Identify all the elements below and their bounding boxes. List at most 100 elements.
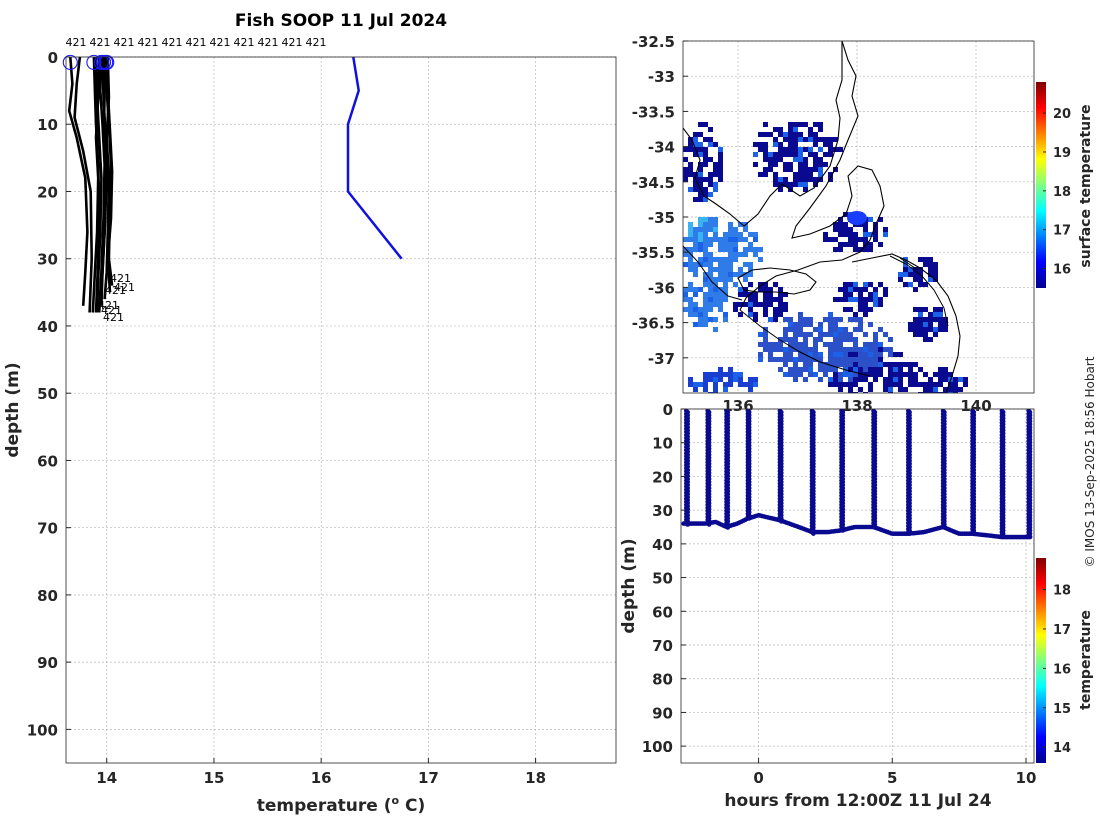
sst-cell — [778, 357, 783, 362]
sst-cell — [843, 347, 848, 352]
sst-cell — [818, 327, 823, 332]
section-ytick-label: 30 — [652, 502, 673, 520]
sst-cell — [938, 372, 943, 377]
sst-cell — [808, 177, 813, 182]
sst-cell — [738, 272, 743, 277]
sst-cell — [743, 247, 748, 252]
sst-cell — [813, 132, 818, 137]
sst-map: -32.5 -33 -33.5 -34 -34.5 -35 -35.5 -36 -36.5 -37… — [632, 33, 1094, 415]
sst-cell — [873, 237, 878, 242]
sst-cell — [908, 322, 913, 327]
sst-cell — [808, 347, 813, 352]
sst-cell — [798, 157, 803, 162]
sst-cell — [918, 367, 923, 372]
sst-cell — [788, 352, 793, 357]
sst-cell — [813, 352, 818, 357]
sst-cell — [783, 162, 788, 167]
sst-cell — [803, 147, 808, 152]
sst-cell — [778, 157, 783, 162]
sst-cell — [683, 237, 688, 242]
sst-cell — [728, 247, 733, 252]
sst-cell — [808, 127, 813, 132]
sst-cell — [728, 272, 733, 277]
sst-cell — [738, 222, 743, 227]
sst-cell — [788, 357, 793, 362]
sst-cell — [718, 242, 723, 247]
sst-cell — [843, 287, 848, 292]
sst-cell — [913, 307, 918, 312]
sst-cell — [918, 277, 923, 282]
sst-cell — [863, 362, 868, 367]
sst-cell — [763, 302, 768, 307]
sst-cell — [683, 297, 688, 302]
sst-cell — [803, 137, 808, 142]
profile-ytick-label: 70 — [37, 520, 58, 538]
sst-cell — [923, 387, 928, 392]
coastline-kangaroo-island — [737, 267, 817, 295]
sst-cell — [913, 317, 918, 322]
sst-cell — [753, 252, 758, 257]
sst-cell — [833, 297, 838, 302]
sst-cell — [853, 347, 858, 352]
sst-cell — [858, 247, 863, 252]
end-id-label: 421 — [110, 272, 131, 285]
sst-cell — [683, 172, 688, 177]
sst-cell — [693, 152, 698, 157]
sst-cell — [878, 217, 883, 222]
sst-cell — [743, 292, 748, 297]
sst-cell — [798, 177, 803, 182]
sst-cell — [888, 347, 893, 352]
sst-cell — [873, 337, 878, 342]
sst-cell — [828, 317, 833, 322]
sst-cell — [698, 177, 703, 182]
profile-ytick-label: 80 — [37, 587, 58, 605]
sst-cell — [703, 382, 708, 387]
profile-xtick-label: 17 — [418, 769, 439, 787]
sst-cell — [888, 352, 893, 357]
sst-cell — [778, 302, 783, 307]
sst-cell — [853, 237, 858, 242]
sst-cell — [783, 152, 788, 157]
section-ytick-label: 50 — [652, 570, 673, 588]
sst-cell — [848, 332, 853, 337]
sst-cell — [688, 167, 693, 172]
sst-cell — [818, 167, 823, 172]
sst-cell — [778, 292, 783, 297]
sst-cell — [773, 142, 778, 147]
sst-cell — [713, 287, 718, 292]
section-dot — [706, 522, 712, 527]
sst-cell — [913, 267, 918, 272]
sst-cell — [753, 292, 758, 297]
sst-cell — [873, 372, 878, 377]
sst-cell — [748, 382, 753, 387]
sst-cell — [733, 242, 738, 247]
sst-cell — [763, 157, 768, 162]
sst-cell — [723, 317, 728, 322]
sst-cell — [753, 162, 758, 167]
sst-cell — [873, 347, 878, 352]
sst-cell — [813, 162, 818, 167]
sst-cell — [773, 297, 778, 302]
sst-cell — [713, 187, 718, 192]
sst-cell — [773, 317, 778, 322]
sst-cell — [823, 372, 828, 377]
sst-cell — [793, 342, 798, 347]
sst-cell — [773, 312, 778, 317]
sst-cell — [703, 157, 708, 162]
sst-cell — [738, 252, 743, 257]
sst-cell — [798, 132, 803, 137]
section-y-ticks: 0 10 20 30 40 50 60 70 80 90 100 — [642, 401, 686, 756]
sst-cell — [768, 167, 773, 172]
sst-cell — [858, 297, 863, 302]
sst-cell — [928, 392, 933, 393]
sst-cell — [858, 352, 863, 357]
sst-cell — [858, 237, 863, 242]
sst-cell — [818, 122, 823, 127]
sst-cell — [858, 307, 863, 312]
sst-cell — [798, 312, 803, 317]
sst-cell — [778, 367, 783, 372]
sst-cell — [713, 392, 718, 393]
section-x-label: hours from 12:00Z 11 Jul 24 — [724, 791, 991, 811]
top-id-label: 421 — [114, 36, 135, 49]
sst-cell — [763, 307, 768, 312]
